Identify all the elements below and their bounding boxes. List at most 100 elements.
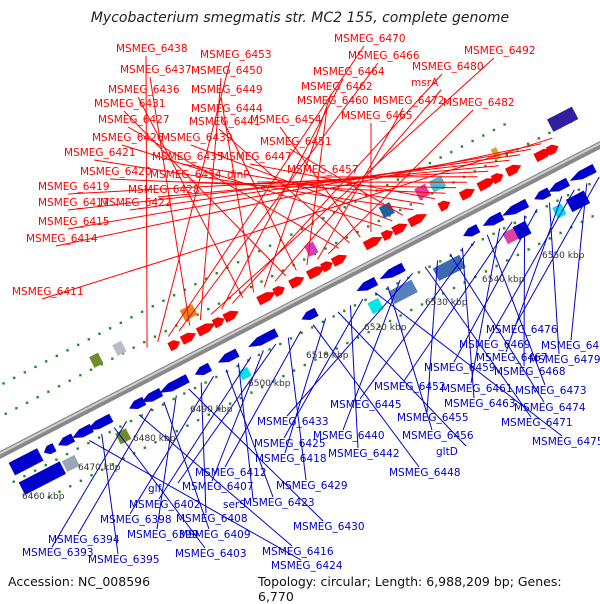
reverse-gene-label[interactable]: MSMEG_6407 xyxy=(182,481,254,493)
forward-gene-label[interactable]: MSMEG_6460 xyxy=(297,95,369,107)
reverse-gene-label[interactable]: MSMEG_6461 xyxy=(441,383,513,395)
reverse-gene-label[interactable]: MSMEG_6418 xyxy=(255,453,327,465)
reverse-gene-arrow xyxy=(463,224,480,236)
reverse-gene-label[interactable]: MSMEG_6459 xyxy=(424,362,496,374)
tick-dot xyxy=(132,346,134,348)
forward-gene-label[interactable]: MSMEG_6422 xyxy=(100,197,172,209)
reverse-gene-label[interactable]: MSMEG_6479 xyxy=(529,354,600,366)
reverse-gene-label[interactable]: MSMEG_6481 xyxy=(541,340,600,352)
reverse-gene-label[interactable]: MSMEG_6395 xyxy=(88,554,160,566)
gene-labels[interactable]: MSMEG_6438 MSMEG_6453 MSMEG_6470 MSMEG_6466… xyxy=(12,33,600,572)
gene-block xyxy=(112,341,126,356)
forward-gene-label[interactable]: MSMEG_6431 xyxy=(94,98,166,110)
forward-gene-label[interactable]: MSMEG_6415 xyxy=(38,216,110,228)
tick-dot xyxy=(130,420,132,422)
forward-gene-label[interactable]: MSMEG_6457 xyxy=(287,164,359,176)
reverse-gene-label[interactable]: MSMEG_6473 xyxy=(515,385,587,397)
forward-gene-arrow xyxy=(222,311,238,323)
reverse-gene-label[interactable]: glf xyxy=(148,483,162,495)
reverse-gene-arrow xyxy=(58,433,75,445)
tick-dot xyxy=(482,238,484,240)
tick-dot xyxy=(45,360,47,362)
tick-dot xyxy=(450,151,452,153)
forward-gene-label[interactable]: MSMEG_6426 xyxy=(92,132,164,144)
forward-gene-label[interactable]: MSMEG_6464 xyxy=(313,66,385,78)
reverse-gene-label[interactable]: MSMEG_6403 xyxy=(175,548,247,560)
tick-dot xyxy=(311,326,313,328)
reverse-gene-label[interactable]: MSMEG_6430 xyxy=(293,521,365,533)
reverse-gene-label[interactable]: MSMEG_6393 xyxy=(22,547,94,559)
reverse-gene-label[interactable]: gltD xyxy=(436,446,458,458)
forward-gene-label[interactable]: MSMEG_6439 xyxy=(161,132,233,144)
forward-gene-label[interactable]: MSMEG_6435 xyxy=(152,151,224,163)
forward-gene-label[interactable]: MSMEG_6472 xyxy=(373,95,445,107)
forward-gene-label[interactable]: MSMEG_6451 xyxy=(260,136,332,148)
reverse-gene-label[interactable]: MSMEG_6424 xyxy=(271,560,343,572)
forward-gene-label[interactable]: MSMEG_6454 xyxy=(250,114,322,126)
forward-gene-label[interactable]: MSMEG_6428 xyxy=(128,184,200,196)
forward-gene-label[interactable]: MSMEG_6436 xyxy=(108,84,180,96)
reverse-gene-label[interactable]: MSMEG_6448 xyxy=(389,467,461,479)
forward-gene-label[interactable]: MSMEG_6419 xyxy=(38,181,110,193)
forward-gene-label[interactable]: MSMEG_6450 xyxy=(191,65,263,77)
tick-dot xyxy=(23,475,25,477)
reverse-gene-label[interactable]: MSMEG_6455 xyxy=(397,412,469,424)
forward-gene-label[interactable]: MSMEG_6465 xyxy=(341,110,413,122)
tick-dot xyxy=(172,398,174,400)
forward-gene-label[interactable]: MSMEG_6438 xyxy=(116,43,188,55)
reverse-gene-label[interactable]: MSMEG_6412 xyxy=(195,467,267,479)
reverse-gene-label[interactable]: MSMEG_6456 xyxy=(402,430,474,442)
reverse-gene-label[interactable]: MSMEG_6471 xyxy=(501,417,573,429)
reverse-gene-label[interactable]: MSMEG_6409 xyxy=(179,529,251,541)
reverse-gene-label[interactable]: MSMEG_6445 xyxy=(330,399,402,411)
forward-gene-label[interactable]: MSMEG_6470 xyxy=(334,33,406,45)
forward-gene-label[interactable]: MSMEG_6411 xyxy=(12,286,84,298)
forward-gene-label[interactable]: dinP xyxy=(227,169,250,181)
forward-gene-label[interactable]: MSMEG_6434 xyxy=(150,169,222,181)
tick-dot xyxy=(258,354,260,356)
tick-dot xyxy=(58,385,60,387)
reverse-gene-label[interactable]: MSMEG_6442 xyxy=(328,448,400,460)
reverse-leader-line xyxy=(130,376,214,514)
reverse-gene-arrow xyxy=(483,212,505,226)
reverse-gene-arrow xyxy=(142,388,164,402)
forward-gene-label[interactable]: MSMEG_6453 xyxy=(200,49,272,61)
forward-gene-label[interactable]: msrA xyxy=(411,77,439,89)
forward-gene-label[interactable]: MSMEG_6449 xyxy=(191,84,263,96)
forward-gene-label[interactable]: MSMEG_6462 xyxy=(301,81,373,93)
reverse-gene-label[interactable]: MSMEG_6402 xyxy=(129,499,201,511)
reverse-gene-label[interactable]: MSMEG_6476 xyxy=(486,324,558,336)
reverse-gene-label[interactable]: MSMEG_6394 xyxy=(48,534,120,546)
reverse-gene-label[interactable]: MSMEG_6469 xyxy=(459,339,531,351)
reverse-gene-arrow xyxy=(548,178,570,192)
reverse-gene-label[interactable]: MSMEG_6452 xyxy=(374,381,446,393)
forward-gene-label[interactable]: MSMEG_6427 xyxy=(98,114,170,126)
reverse-gene-label[interactable]: MSMEG_6423 xyxy=(243,497,315,509)
forward-gene-label[interactable]: MSMEG_6492 xyxy=(464,45,536,57)
reverse-gene-label[interactable]: MSMEG_6468 xyxy=(494,366,566,378)
reverse-gene-label[interactable]: MSMEG_6474 xyxy=(514,402,586,414)
forward-gene-label[interactable]: MSMEG_6466 xyxy=(348,50,420,62)
tick-dot xyxy=(588,183,590,185)
reverse-gene-label[interactable]: MSMEG_6475 xyxy=(532,436,600,448)
scale-label: 6510 kbp xyxy=(306,351,349,361)
forward-gene-label[interactable]: MSMEG_6482 xyxy=(443,97,515,109)
reverse-gene-label[interactable]: MSMEG_6398 xyxy=(100,514,172,526)
forward-gene-label[interactable]: MSMEG_6421 xyxy=(64,147,136,159)
forward-gene-label[interactable]: MSMEG_6480 xyxy=(412,61,484,73)
reverse-gene-label[interactable]: MSMEG_6429 xyxy=(276,480,348,492)
forward-gene-label[interactable]: MSMEG_6417 xyxy=(38,197,110,209)
forward-gene-label[interactable]: MSMEG_6420 xyxy=(80,166,152,178)
forward-gene-label[interactable]: MSMEG_6447 xyxy=(220,151,292,163)
tick-dot xyxy=(439,260,441,262)
reverse-gene-label[interactable]: MSMEG_6433 xyxy=(257,416,329,428)
reverse-gene-label[interactable]: MSMEG_6425 xyxy=(254,438,326,450)
forward-gene-label[interactable]: MSMEG_6414 xyxy=(26,233,98,245)
reverse-gene-label[interactable]: MSMEG_6416 xyxy=(262,546,334,558)
tick-dot xyxy=(47,391,49,393)
reverse-gene-label[interactable]: MSMEG_6408 xyxy=(176,513,248,525)
forward-gene-label[interactable]: MSMEG_6437 xyxy=(120,64,192,76)
tick-dot xyxy=(90,369,92,371)
reverse-gene-label[interactable]: MSMEG_6463 xyxy=(444,398,516,410)
